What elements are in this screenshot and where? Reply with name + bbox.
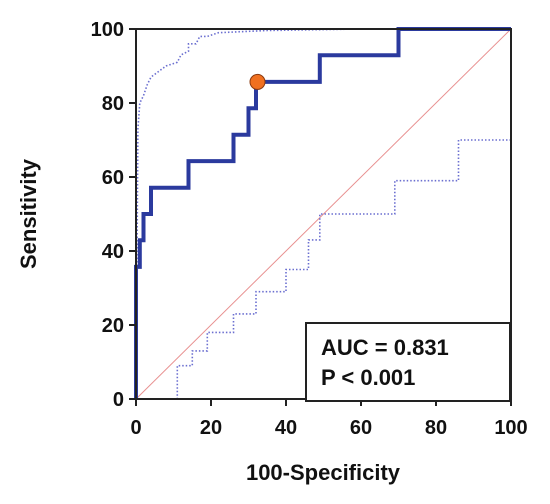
y-tick-label-60: 60 [102,167,124,189]
axis-layer: 0 20 40 60 80 100 0 20 40 60 80 100 [91,19,528,439]
auc-box-frame [305,322,511,402]
p-value-label: P < 0.001 [321,365,415,390]
x-tick-label-80: 80 [425,417,447,439]
auc-box: AUC = 0.831 P < 0.001 [305,322,511,402]
y-tick-label-20: 20 [102,315,124,337]
x-tick-label-20: 20 [200,417,222,439]
y-tick-label-80: 80 [102,93,124,115]
y-axis-title: Sensitivity [16,158,41,269]
y-tick-label-100: 100 [91,19,124,41]
series-layer [134,27,512,400]
x-axis-title: 100-Specificity [246,460,401,485]
x-tick-label-40: 40 [275,417,297,439]
reference-diagonal-line [135,28,512,400]
x-tick-label-100: 100 [494,417,527,439]
y-tick-label-0: 0 [113,389,124,411]
auc-value-label: AUC = 0.831 [321,335,449,360]
y-tick-label-40: 40 [102,241,124,263]
roc-curve-line [134,27,511,399]
optimal-cutoff-marker [249,73,266,90]
x-tick-label-60: 60 [350,417,372,439]
x-tick-label-0: 0 [130,417,141,439]
